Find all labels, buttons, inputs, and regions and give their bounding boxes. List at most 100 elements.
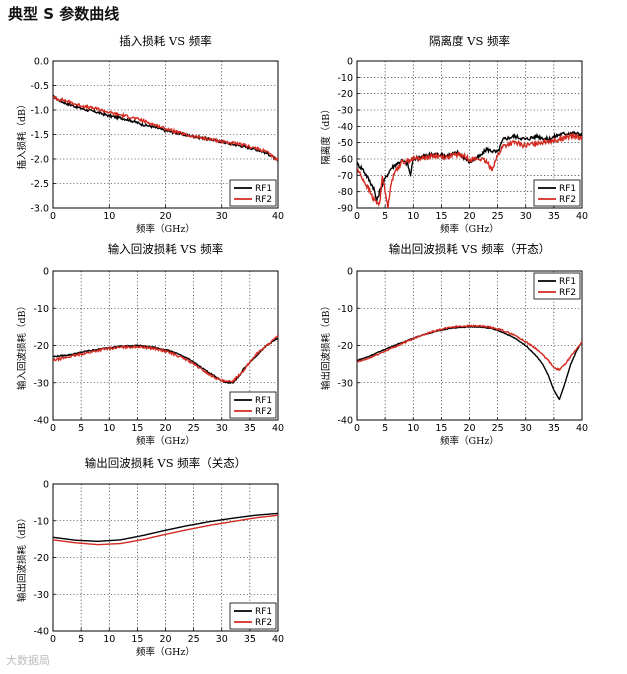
series-line-rf2 xyxy=(53,514,278,546)
chart-title: 插入损耗 VS 频率 xyxy=(119,34,212,48)
x-tick-label: 0 xyxy=(50,634,56,645)
legend-label-rf1: RF1 xyxy=(255,396,272,406)
x-tick-label: 5 xyxy=(78,423,84,434)
x-tick-label: 0 xyxy=(354,211,360,222)
x-tick-label: 20 xyxy=(463,423,475,434)
x-tick-label: 20 xyxy=(463,211,475,222)
legend-label-rf2: RF2 xyxy=(255,407,272,417)
x-tick-label: 40 xyxy=(272,211,284,222)
chart-title: 输出回波损耗 VS 频率（关态） xyxy=(85,456,247,470)
y-tick-label: 0 xyxy=(43,267,49,278)
x-tick-label: 10 xyxy=(103,423,115,434)
x-tick-label: 40 xyxy=(576,423,588,434)
chart-title: 输入回波损耗 VS 频率 xyxy=(108,242,224,256)
y-tick-label: -2.5 xyxy=(30,179,49,190)
x-tick-label: 30 xyxy=(520,211,532,222)
x-tick-label: 40 xyxy=(272,423,284,434)
x-tick-label: 15 xyxy=(131,423,143,434)
x-tick-label: 35 xyxy=(244,423,256,434)
chart-input-return-loss: 输入回波损耗 VS 频率 0 5 10 15 20 25 30 35 40 0 -10 -20 -30 -4… xyxy=(16,242,284,447)
x-tick-label: 5 xyxy=(382,211,388,222)
page-title: 典型 S 参数曲线 xyxy=(8,5,120,23)
y-axis-label: 插入损耗（dB） xyxy=(16,99,28,169)
y-tick-label: -20 xyxy=(33,553,49,564)
x-tick-label: 10 xyxy=(407,423,419,434)
legend-box xyxy=(229,602,277,630)
y-tick-label: -90 xyxy=(337,204,353,215)
y-tick-label: 0 xyxy=(347,267,353,278)
x-axis-label: 频率（GHz） xyxy=(136,435,195,447)
y-tick-label: -30 xyxy=(337,106,353,117)
legend-box xyxy=(229,179,277,207)
legend-label-rf2: RF2 xyxy=(559,288,576,298)
chart-isolation: 隔离度 VS 频率 0 5 10 15 20 25 30 35 40 0 -10 -20 -30 -40 -5… xyxy=(320,34,588,235)
y-tick-label: -10 xyxy=(337,304,353,315)
x-tick-label: 30 xyxy=(520,423,532,434)
y-tick-label: -10 xyxy=(33,304,49,315)
x-tick-label: 5 xyxy=(78,634,84,645)
x-tick-label: 20 xyxy=(159,634,171,645)
x-tick-label: 40 xyxy=(576,211,588,222)
y-tick-label: 0.0 xyxy=(34,57,49,68)
legend-label-rf2: RF2 xyxy=(255,195,272,205)
y-axis-label: 隔离度（dB） xyxy=(320,104,332,165)
y-tick-label: -3.0 xyxy=(30,204,49,215)
x-tick-label: 5 xyxy=(382,423,388,434)
y-tick-label: 0 xyxy=(43,480,49,491)
legend-label-rf1: RF1 xyxy=(255,607,272,617)
x-tick-label: 25 xyxy=(492,423,504,434)
x-tick-label: 0 xyxy=(354,423,360,434)
x-tick-label: 35 xyxy=(548,423,560,434)
x-tick-label: 30 xyxy=(216,211,228,222)
y-tick-label: -20 xyxy=(337,341,353,352)
y-tick-label: -0.5 xyxy=(30,81,49,92)
y-tick-label: -1.0 xyxy=(30,106,49,117)
legend-box xyxy=(533,272,581,300)
y-tick-label: -80 xyxy=(337,187,353,198)
series-line-rf2 xyxy=(53,96,278,162)
legend-box xyxy=(533,179,581,207)
y-axis-label: 输出回波损耗（dB） xyxy=(16,513,28,602)
x-tick-label: 25 xyxy=(492,211,504,222)
y-tick-label: -10 xyxy=(33,516,49,527)
x-tick-label: 30 xyxy=(216,423,228,434)
chart-title: 输出回波损耗 VS 频率（开态） xyxy=(389,242,551,256)
x-tick-label: 10 xyxy=(103,211,115,222)
chart-insertion-loss: 插入损耗 VS 频率 0 10 20 30 40 0.0 -0.5 -1.0 -1.5 -2.0 -2… xyxy=(16,34,284,235)
series-line-rf2 xyxy=(357,132,582,208)
chart-output-return-loss-off: 输出回波损耗 VS 频率（关态） 0 5 10 15 20 25 30 35 40 0 -10 -20 -… xyxy=(16,456,284,658)
series-line-rf2 xyxy=(357,324,582,372)
y-tick-label: -50 xyxy=(337,138,353,149)
x-tick-label: 20 xyxy=(159,423,171,434)
legend-box xyxy=(229,391,277,419)
legend-label-rf1: RF1 xyxy=(255,184,272,194)
y-axis-label: 输入回波损耗（dB） xyxy=(16,301,28,390)
y-tick-label: -60 xyxy=(337,155,353,166)
x-tick-label: 40 xyxy=(272,634,284,645)
series-line-rf2 xyxy=(53,334,278,383)
y-tick-label: -30 xyxy=(33,378,49,389)
x-axis-label: 频率（GHz） xyxy=(440,223,499,235)
x-axis-label: 频率（GHz） xyxy=(136,646,195,658)
y-axis-label: 输出回波损耗（dB） xyxy=(320,301,332,390)
x-tick-label: 35 xyxy=(244,634,256,645)
y-tick-label: -40 xyxy=(33,416,49,427)
chart-output-return-loss-on: 输出回波损耗 VS 频率（开态） 0 5 10 15 20 25 30 35 40 0 -10 -20 -… xyxy=(320,242,588,447)
y-tick-label: -40 xyxy=(33,627,49,638)
x-tick-label: 20 xyxy=(159,211,171,222)
y-tick-label: -20 xyxy=(33,341,49,352)
x-tick-label: 25 xyxy=(188,634,200,645)
y-tick-label: -40 xyxy=(337,122,353,133)
x-tick-label: 10 xyxy=(103,634,115,645)
y-tick-label: -40 xyxy=(337,416,353,427)
x-tick-label: 0 xyxy=(50,423,56,434)
legend-label-rf1: RF1 xyxy=(559,277,576,287)
x-tick-label: 15 xyxy=(131,634,143,645)
x-tick-label: 35 xyxy=(548,211,560,222)
x-tick-label: 30 xyxy=(216,634,228,645)
x-tick-label: 15 xyxy=(435,423,447,434)
